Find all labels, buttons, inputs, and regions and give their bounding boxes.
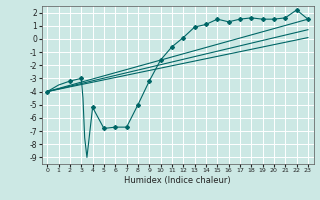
X-axis label: Humidex (Indice chaleur): Humidex (Indice chaleur) (124, 176, 231, 185)
